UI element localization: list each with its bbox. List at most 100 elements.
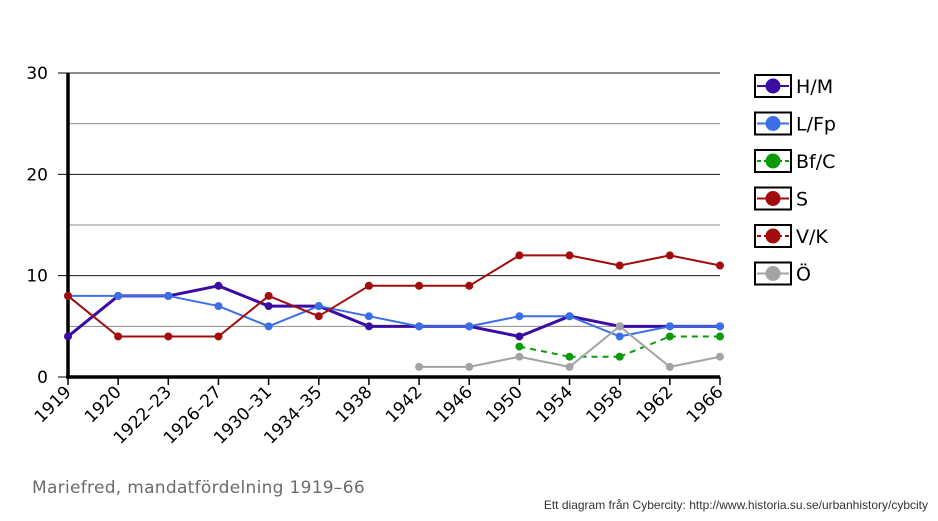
series-line-segment: [518, 314, 571, 338]
series-line-segment: [669, 254, 721, 267]
data-point: [615, 352, 624, 361]
series-line-segment: [67, 295, 119, 338]
series-line-segment: [469, 315, 520, 328]
x-tick-label: 1946: [432, 382, 477, 427]
data-point: [716, 352, 724, 361]
data-point: [214, 302, 223, 311]
data-point: [415, 322, 424, 331]
legend-label: H/M: [796, 76, 833, 98]
data-point: [314, 302, 323, 311]
legend-swatch-marker: [765, 116, 781, 131]
y-tick-label: 0: [37, 368, 48, 388]
data-point: [515, 332, 524, 341]
x-tick-label: 1920: [81, 382, 126, 427]
x-tick-label: 1966: [683, 382, 728, 427]
series-line-segment: [268, 305, 320, 328]
series-line-segment: [619, 325, 671, 338]
legend-item: Bf/C: [754, 149, 835, 173]
legend: H/M L/Fp Bf/C S V/K Ö: [754, 74, 836, 286]
data-point: [565, 362, 574, 371]
data-point: [515, 251, 524, 260]
data-point: [515, 312, 524, 321]
series-S: [64, 251, 724, 341]
data-point: [114, 332, 123, 341]
data-point: [364, 322, 373, 331]
data-point: [214, 332, 223, 341]
data-point: [465, 322, 474, 331]
x-tick-label: 1942: [382, 382, 427, 427]
y-tick-label: 20: [26, 165, 48, 185]
series-L/Fp: [64, 291, 724, 341]
data-point: [364, 281, 373, 290]
legend-label: Ö: [796, 263, 811, 286]
data-point: [64, 332, 72, 341]
x-tick-label: 1954: [532, 382, 577, 427]
legend-item: V/K: [754, 224, 828, 248]
data-point: [615, 332, 624, 341]
legend-swatch-marker: [765, 191, 781, 206]
data-point: [565, 352, 574, 361]
series-line-segment: [469, 355, 520, 368]
credit-line: Ett diagram från Cybercity: http://www.h…: [543, 498, 928, 512]
data-point: [465, 281, 474, 290]
data-point: [565, 312, 574, 321]
legend-item: S: [754, 186, 808, 211]
data-point: [415, 281, 424, 290]
x-tick-label: 1919: [31, 382, 76, 427]
data-point: [415, 362, 424, 371]
legend-item: H/M: [754, 74, 833, 98]
series-line-segment: [519, 355, 570, 368]
data-point: [565, 251, 574, 260]
grid-lines: [68, 72, 720, 327]
data-point: [264, 302, 273, 311]
data-point: [615, 261, 624, 270]
series-line-segment: [519, 345, 570, 358]
data-point: [64, 291, 72, 300]
y-axis: 0 10 20 30: [26, 64, 70, 388]
legend-swatch-marker: [765, 228, 781, 244]
x-tick-label: 1950: [482, 382, 527, 427]
data-point: [164, 332, 173, 341]
series-line-segment: [268, 295, 320, 318]
series-group: [64, 251, 724, 371]
series-line-segment: [217, 295, 270, 338]
legend-swatch-marker: [765, 266, 781, 281]
data-point: [665, 322, 674, 331]
series-line-segment: [168, 284, 219, 298]
series-line-segment: [568, 325, 621, 368]
series-line-segment: [619, 254, 671, 267]
legend-item: L/Fp: [754, 111, 836, 136]
y-tick-label: 10: [26, 267, 48, 287]
legend-item: Ö: [754, 261, 811, 286]
data-point: [164, 291, 173, 300]
y-tick-label: 30: [26, 64, 48, 84]
x-tick-label: 1962: [633, 382, 678, 427]
series-line-segment: [569, 254, 620, 267]
series-Ö: [415, 322, 724, 371]
x-tick-label: 1958: [582, 382, 627, 427]
data-point: [214, 281, 223, 290]
data-point: [716, 322, 724, 331]
data-point: [716, 332, 724, 341]
legend-label: Bf/C: [796, 151, 835, 173]
data-point: [465, 362, 474, 371]
data-point: [716, 261, 724, 270]
data-point: [665, 332, 674, 341]
x-tick-label: 1938: [332, 382, 377, 427]
series-line-segment: [669, 355, 721, 368]
data-point: [515, 342, 524, 351]
data-point: [264, 291, 273, 300]
data-point: [665, 251, 674, 260]
legend-swatch-marker: [765, 78, 781, 94]
series-line-segment: [468, 324, 520, 338]
legend-label: S: [796, 189, 808, 211]
series-line-segment: [168, 294, 219, 308]
data-point: [314, 312, 323, 321]
data-point: [665, 362, 674, 371]
series-line-segment: [318, 284, 370, 318]
series-line-segment: [569, 314, 620, 328]
series-line-segment: [318, 304, 370, 328]
series-line-segment: [368, 315, 420, 328]
